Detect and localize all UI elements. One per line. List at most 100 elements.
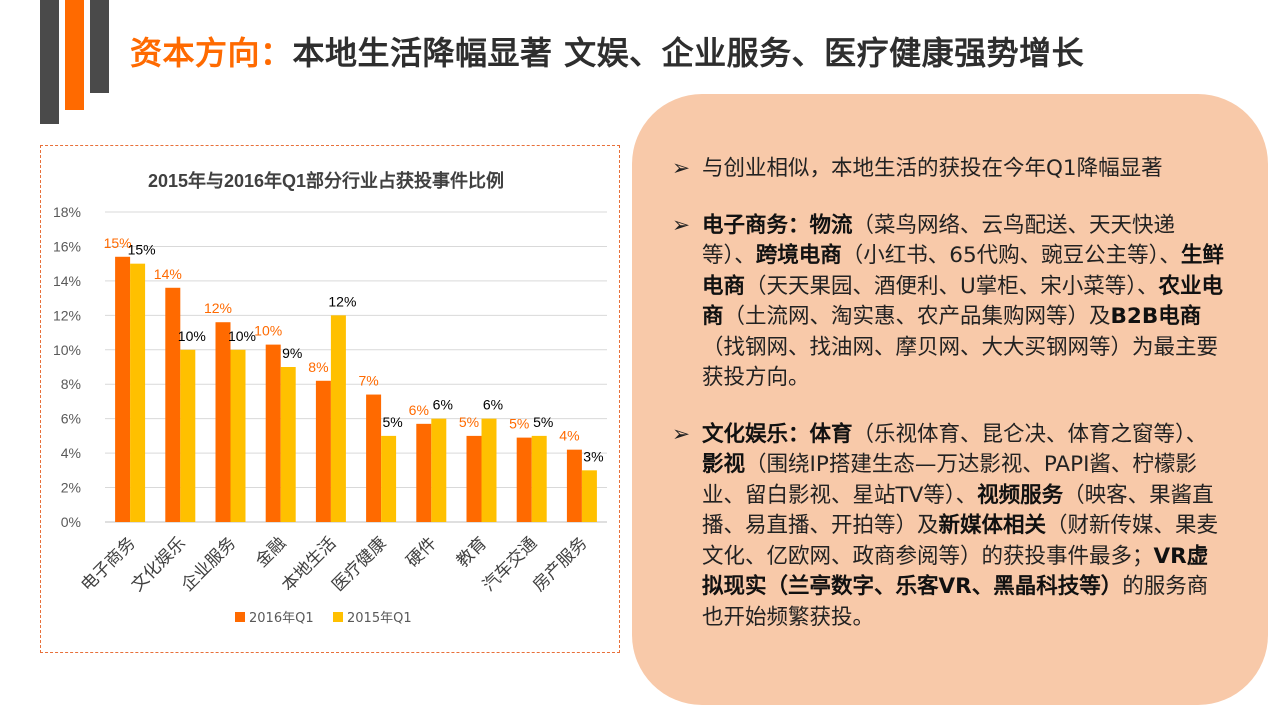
decor-bar-orange — [65, 0, 84, 110]
bar-2016q1 — [265, 344, 281, 522]
bullet-item: ➢ 与创业相似，本地生活的获投在今年Q1降幅显著 — [672, 154, 1228, 185]
x-tick-label: 本地生活 — [278, 533, 340, 595]
x-tick-label: 电子商务 — [77, 533, 139, 595]
bullet-text-bold: 新媒体相关 — [938, 513, 1047, 538]
y-tick-label: 2% — [61, 480, 81, 496]
legend-swatch — [333, 612, 343, 622]
data-label: 12% — [204, 300, 232, 316]
insight-panel: ➢ 与创业相似，本地生活的获投在今年Q1降幅显著 ➢ 电子商务：物流（菜鸟网络、云鸟配… — [632, 94, 1268, 705]
bullet-text-bold: 跨境电商 — [755, 243, 842, 268]
bullet-text: （菜鸟网络、云鸟配送、天天快递等）、 — [702, 212, 1176, 269]
y-tick-label: 16% — [53, 238, 81, 254]
data-label: 9% — [282, 345, 302, 361]
bar-2016q1 — [566, 449, 582, 522]
data-label: 8% — [308, 359, 328, 375]
bar-2015q1 — [431, 418, 447, 522]
bar-2015q1 — [280, 367, 296, 522]
bar-2016q1 — [165, 287, 181, 522]
chart-title: 2015年与2016年Q1部分行业占获投事件比例 — [148, 170, 504, 191]
bar-2015q1 — [581, 470, 597, 522]
arrow-bullet-icon: ➢ — [672, 421, 691, 447]
arrow-bullet-icon: ➢ — [672, 212, 691, 238]
bullet-text: 的服务商也开始频繁获投。 — [702, 574, 1209, 630]
data-label: 12% — [328, 293, 356, 309]
x-tick-label: 教育 — [453, 533, 491, 571]
y-tick-label: 4% — [61, 445, 81, 461]
bullet-item: ➢ 文化娱乐：体育（乐视体育、昆仑决、体育之窗等）、影视（围绕IP搭建生态—万达影… — [672, 420, 1228, 634]
y-tick-label: 12% — [53, 307, 81, 323]
legend-label: 2016年Q1 — [249, 611, 314, 626]
page-title: 资本方向：本地生活降幅显著 文娱、企业服务、医疗健康强势增长 — [130, 28, 1084, 74]
data-label: 5% — [509, 416, 529, 432]
bullet-text-bold: 视频服务 — [977, 482, 1064, 508]
bullet-text-bold: 农业电商 — [702, 273, 1224, 330]
x-tick-label: 文化娱乐 — [128, 533, 190, 595]
bullet-text: （小红书、65代购、豌豆公主等）、 — [841, 243, 1181, 268]
bullet-text: （乐视体育、昆仑决、体育之窗等）、 — [852, 421, 1208, 447]
bullet-text: （映客、果酱直播、易直播、开拍等）及 — [702, 482, 1214, 539]
data-label: 5% — [382, 414, 402, 430]
bar-2015q1 — [381, 435, 397, 522]
decor-bar-dark-2 — [90, 0, 109, 93]
y-tick-label: 10% — [53, 342, 81, 358]
bullet-text-bold: 电子商务：物流 — [702, 212, 853, 238]
data-label: 10% — [178, 328, 206, 344]
data-label: 14% — [154, 266, 182, 282]
bullet-item: ➢ 电子商务：物流（菜鸟网络、云鸟配送、天天快递等）、跨境电商（小红书、65代购、… — [672, 211, 1228, 394]
bullet-text-bold: B2B电商 — [1110, 304, 1202, 329]
bullet-text: （财新传媒、果麦文化、亿欧网、政商参阅等）的获投事件最多； — [702, 513, 1219, 569]
data-label: 7% — [358, 373, 378, 389]
bullet-text: （土流网、淘实惠、农产品集购网等）及 — [723, 304, 1111, 329]
bullet-text: （找钢网、找油网、摩贝网、大大买钢网等）为最主要获投方向。 — [702, 334, 1219, 391]
bar-2016q1 — [516, 437, 532, 522]
bullet-text-bold: VR虚拟现实（兰亭数字、乐客VR、黑晶科技等） — [702, 543, 1209, 600]
x-tick-label: 医疗健康 — [328, 533, 390, 595]
bar-2015q1 — [180, 349, 196, 522]
bar-2016q1 — [315, 380, 331, 522]
page-title-accent: 资本方向： — [130, 34, 293, 72]
bullet-text-bold: 文化娱乐：体育 — [702, 421, 853, 447]
data-label: 6% — [483, 397, 503, 413]
bar-2016q1 — [366, 394, 382, 522]
x-tick-label: 汽车交通 — [479, 533, 541, 595]
bar-2015q1 — [130, 263, 146, 522]
data-label: 5% — [533, 414, 553, 430]
bar-2016q1 — [416, 423, 432, 522]
bar-2015q1 — [330, 315, 346, 522]
chart-frame: 2015年与2016年Q1部分行业占获投事件比例 0% 2% 4% 6% 8% 10% 12%… — [40, 145, 620, 653]
bullet-text: 与创业相似，本地生活的获投在今年Q1降幅显著 — [702, 156, 1163, 181]
bar-2015q1 — [481, 418, 497, 522]
data-label: 10% — [228, 328, 256, 344]
page-title-main: 本地生活降幅显著 文娱、企业服务、医疗健康强势增长 — [292, 34, 1085, 72]
data-label: 15% — [104, 235, 132, 251]
y-tick-label: 0% — [61, 514, 81, 530]
decor-bar-dark-1 — [40, 0, 59, 124]
x-tick-label: 房产服务 — [529, 533, 591, 595]
x-tick-label: 企业服务 — [178, 533, 240, 595]
data-label: 6% — [409, 402, 429, 418]
y-tick-label: 6% — [61, 411, 81, 427]
arrow-bullet-icon: ➢ — [672, 156, 691, 181]
bar-chart: 2015年与2016年Q1部分行业占获投事件比例 0% 2% 4% 6% 8% 10% 12%… — [53, 170, 607, 626]
y-tick-label: 8% — [61, 376, 81, 392]
bar-2016q1 — [215, 322, 231, 522]
x-tick-label: 硬件 — [403, 533, 441, 571]
bullet-text-bold: 生鲜电商 — [702, 243, 1224, 299]
bullet-text: （天天果园、酒便利、U掌柜、宋小菜等）、 — [745, 273, 1159, 299]
data-label: 5% — [459, 414, 479, 430]
y-tick-label: 14% — [53, 273, 81, 289]
bar-2015q1 — [531, 435, 547, 522]
data-label: 4% — [559, 428, 579, 444]
bar-2016q1 — [466, 435, 482, 522]
bar-2015q1 — [230, 349, 246, 522]
bullet-text-bold: 影视 — [702, 452, 746, 477]
data-label: 10% — [254, 323, 282, 339]
bullet-text: （围绕IP搭建生态—万达影视、PAPI酱、柠檬影业、留白影视、星站TV等）、 — [702, 452, 1197, 508]
legend-swatch — [235, 612, 245, 622]
x-tick-label: 金融 — [252, 533, 290, 571]
legend-label: 2015年Q1 — [347, 611, 412, 626]
data-label: 3% — [583, 448, 603, 464]
bar-2016q1 — [115, 256, 131, 522]
data-label: 15% — [128, 242, 156, 258]
data-label: 6% — [433, 397, 453, 413]
